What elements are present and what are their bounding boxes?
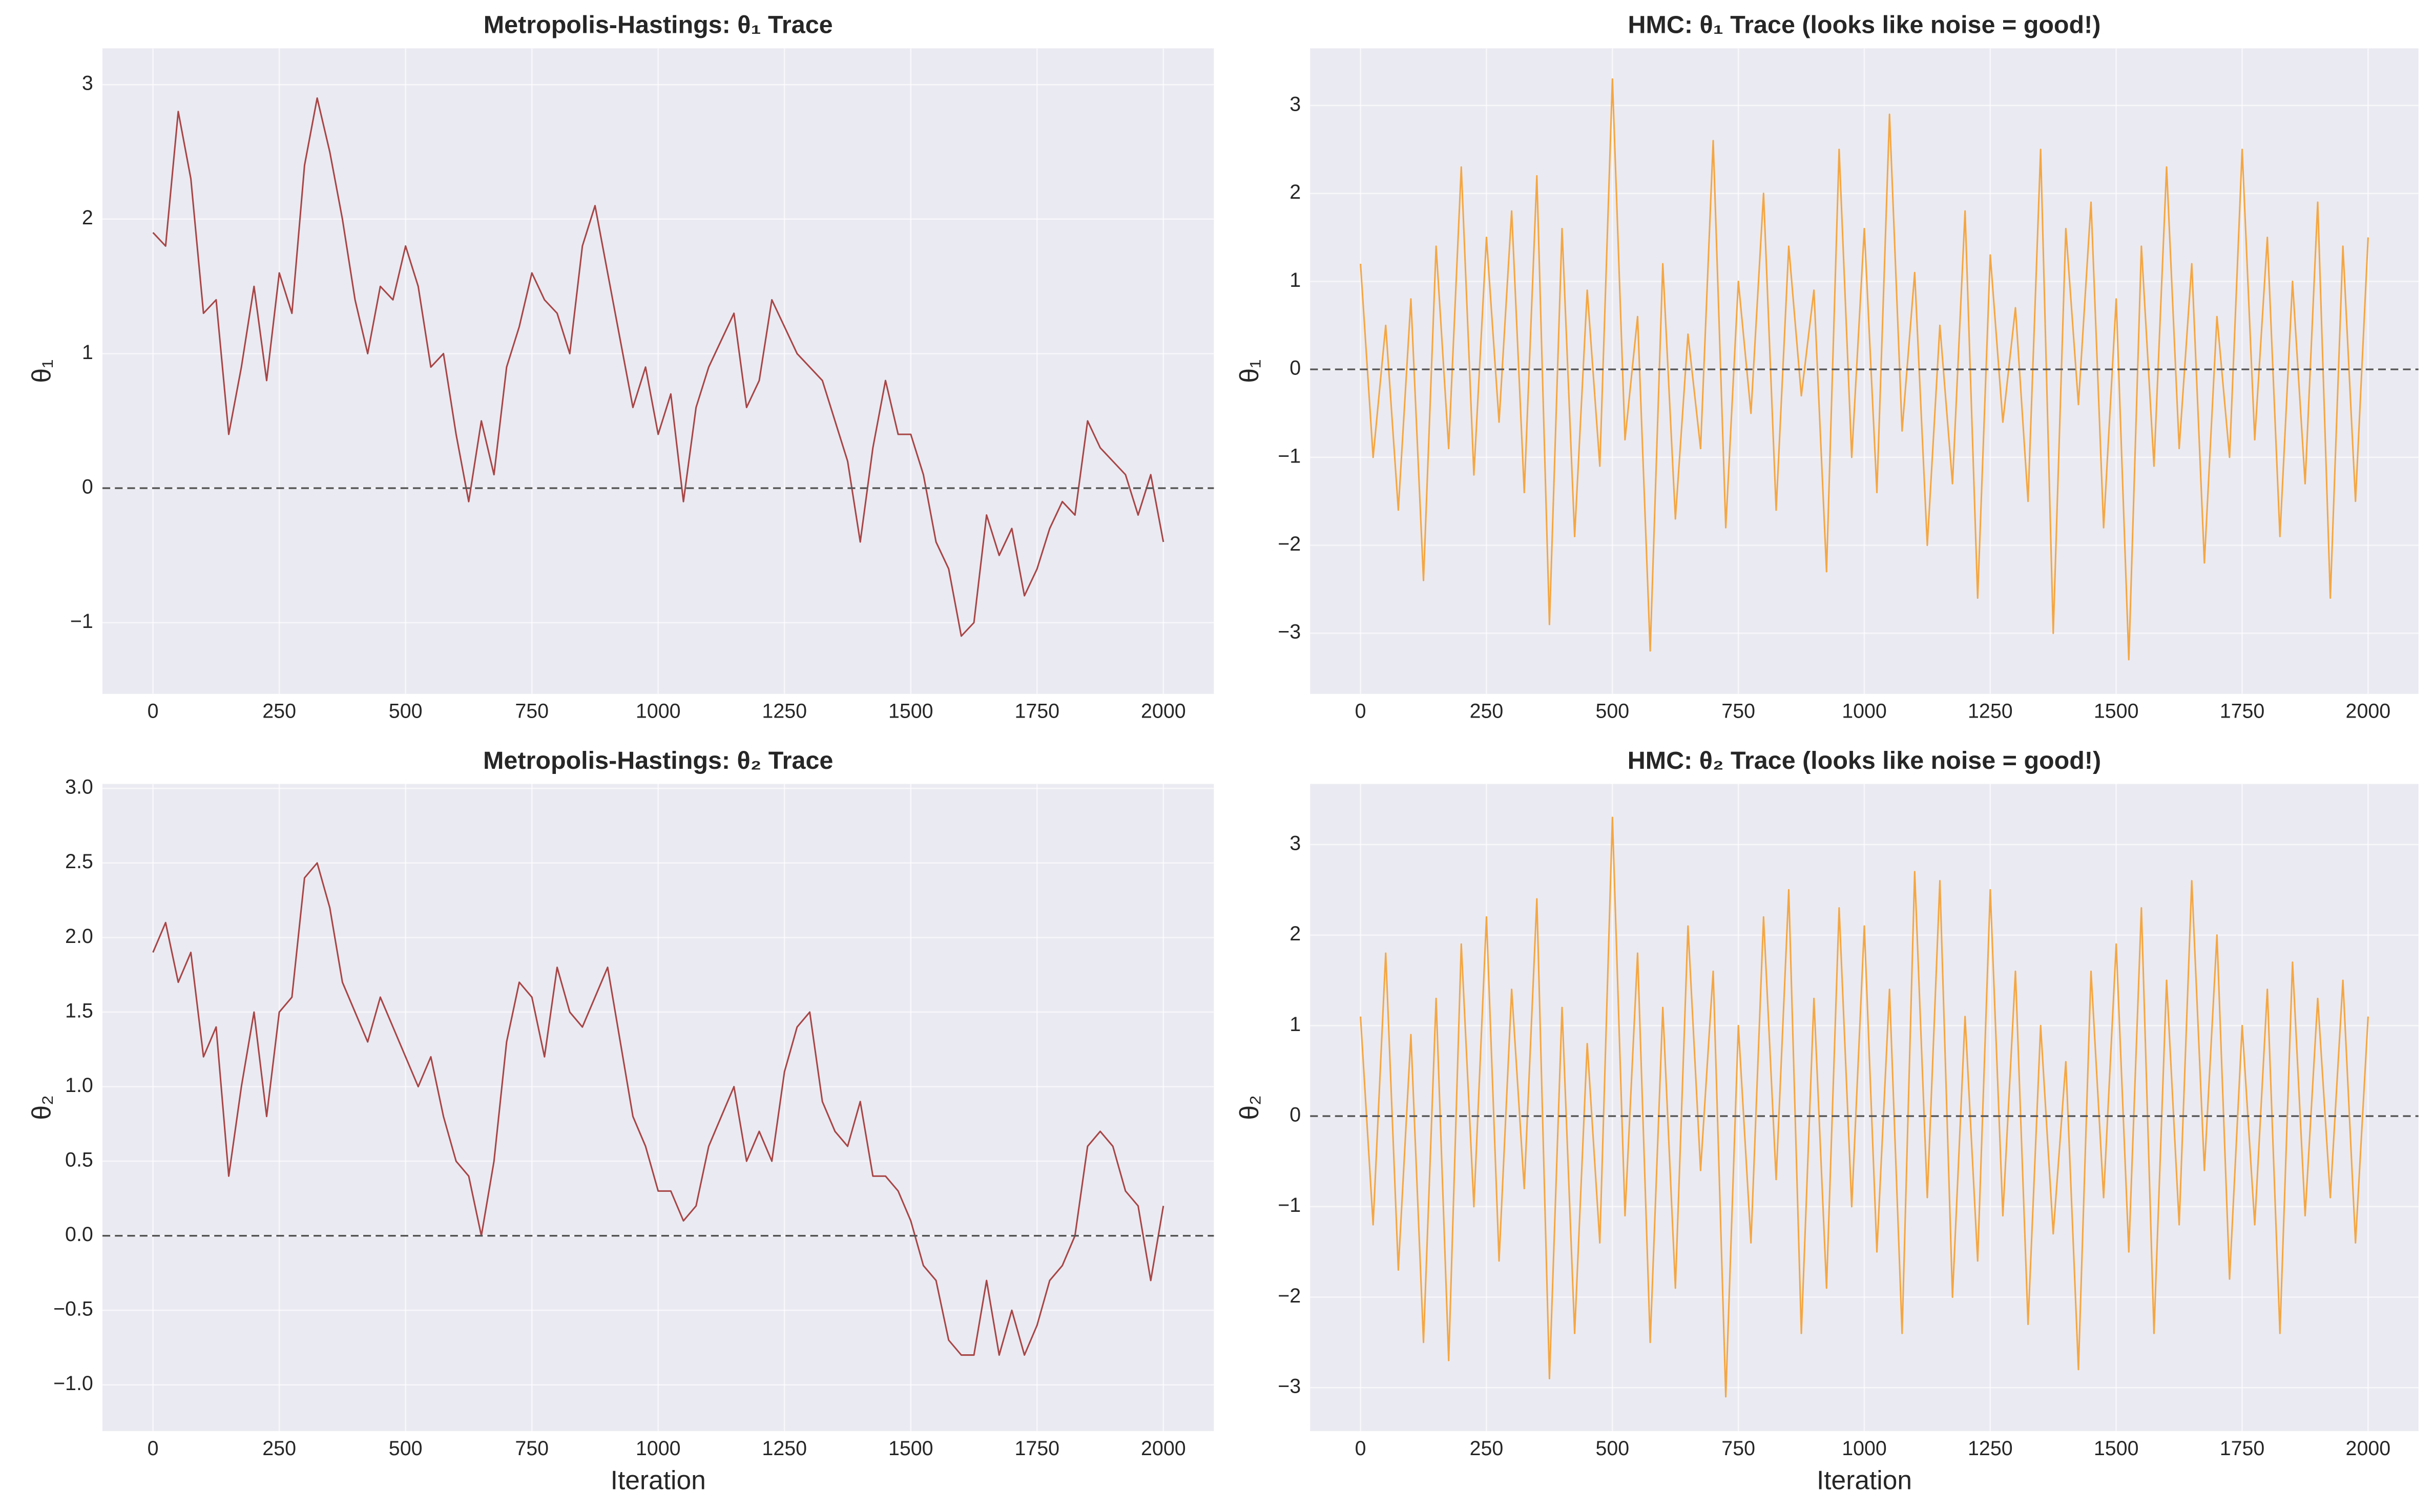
y-tick-label: 0.0 [65, 1223, 93, 1246]
x-tick-label: 0 [1355, 700, 1366, 723]
x-tick-label: 1000 [636, 1437, 681, 1460]
y-tick-label: −2 [1278, 533, 1301, 555]
y-axis-label: θ₁ [26, 360, 56, 383]
x-tick-label: 250 [1470, 700, 1504, 723]
x-tick-label: 0 [1355, 1437, 1366, 1460]
chart-title: Metropolis-Hastings: θ₂ Trace [483, 747, 833, 774]
x-tick-label: 750 [1721, 1437, 1755, 1460]
trace-line [1360, 78, 2369, 661]
x-tick-label: 1750 [2220, 700, 2265, 723]
x-tick-label: 1750 [2220, 1437, 2265, 1460]
x-tick-label: 500 [1595, 1437, 1629, 1460]
x-tick-label: 250 [262, 700, 296, 723]
y-tick-label: 3 [1289, 93, 1301, 115]
x-axis-label: Iteration [1817, 1465, 1912, 1495]
y-tick-label: 3 [1289, 832, 1301, 854]
y-tick-label: 1 [82, 341, 93, 364]
y-tick-label: 0 [1289, 357, 1301, 380]
x-tick-label: 1000 [1842, 700, 1887, 723]
x-tick-label: 1500 [2094, 700, 2139, 723]
x-tick-label: 1500 [2094, 1437, 2139, 1460]
x-tick-label: 1250 [762, 700, 807, 723]
chart-title: Metropolis-Hastings: θ₁ Trace [484, 11, 833, 39]
y-tick-label: 3 [82, 72, 93, 95]
x-tick-label: 250 [1470, 1437, 1504, 1460]
y-tick-label: 1 [1289, 1013, 1301, 1036]
x-tick-label: 500 [389, 1437, 423, 1460]
x-tick-label: 1750 [1014, 700, 1059, 723]
y-tick-label: 0 [1289, 1103, 1301, 1126]
y-tick-label: −0.5 [53, 1298, 93, 1320]
x-tick-label: 2000 [1141, 700, 1186, 723]
x-tick-label: 1750 [1014, 1437, 1059, 1460]
x-tick-label: 250 [262, 1437, 296, 1460]
x-tick-label: 750 [1721, 700, 1755, 723]
y-tick-label: 0.5 [65, 1149, 93, 1171]
trace-line [152, 862, 1164, 1356]
x-tick-label: 2000 [2346, 1437, 2391, 1460]
x-tick-label: 1500 [888, 1437, 933, 1460]
y-tick-label: −1 [70, 610, 93, 633]
y-tick-label: 1 [1289, 269, 1301, 291]
y-axis-label: θ₁ [1234, 360, 1264, 383]
trace-line [152, 97, 1164, 637]
trace-line [1360, 816, 2369, 1398]
x-tick-label: 500 [1595, 700, 1629, 723]
y-tick-label: 1.5 [65, 999, 93, 1022]
x-tick-label: 1000 [636, 700, 681, 723]
x-tick-label: 1500 [888, 700, 933, 723]
y-tick-label: 2 [1289, 181, 1301, 203]
x-tick-label: 2000 [1141, 1437, 1186, 1460]
chart-title: HMC: θ₁ Trace (looks like noise = good!) [1628, 11, 2101, 39]
y-axis-label: θ₂ [1234, 1095, 1264, 1120]
x-tick-label: 0 [148, 1437, 159, 1460]
y-tick-label: 0 [82, 475, 93, 498]
x-tick-label: 500 [389, 700, 423, 723]
x-tick-label: 0 [148, 700, 159, 723]
x-tick-label: 1250 [762, 1437, 807, 1460]
y-tick-label: −2 [1278, 1285, 1301, 1307]
y-tick-label: −1 [1278, 445, 1301, 467]
y-axis-label: θ₂ [26, 1095, 56, 1120]
chart-title: HMC: θ₂ Trace (looks like noise = good!) [1628, 747, 2101, 774]
x-tick-label: 2000 [2346, 700, 2391, 723]
x-tick-label: 750 [515, 1437, 549, 1460]
y-tick-label: 1.0 [65, 1074, 93, 1097]
y-tick-label: 2.5 [65, 850, 93, 873]
y-tick-label: 2.0 [65, 925, 93, 948]
x-tick-label: 1250 [1968, 1437, 2013, 1460]
y-tick-label: −1 [1278, 1194, 1301, 1216]
x-tick-label: 1000 [1842, 1437, 1887, 1460]
x-tick-label: 1250 [1968, 700, 2013, 723]
y-tick-label: −3 [1278, 1375, 1301, 1398]
y-tick-label: −1.0 [53, 1372, 93, 1395]
y-tick-label: 3.0 [65, 776, 93, 799]
y-tick-label: 2 [1289, 922, 1301, 945]
y-tick-label: 2 [82, 206, 93, 229]
x-axis-label: Iteration [611, 1465, 706, 1495]
y-tick-label: −3 [1278, 621, 1301, 643]
x-tick-label: 750 [515, 700, 549, 723]
